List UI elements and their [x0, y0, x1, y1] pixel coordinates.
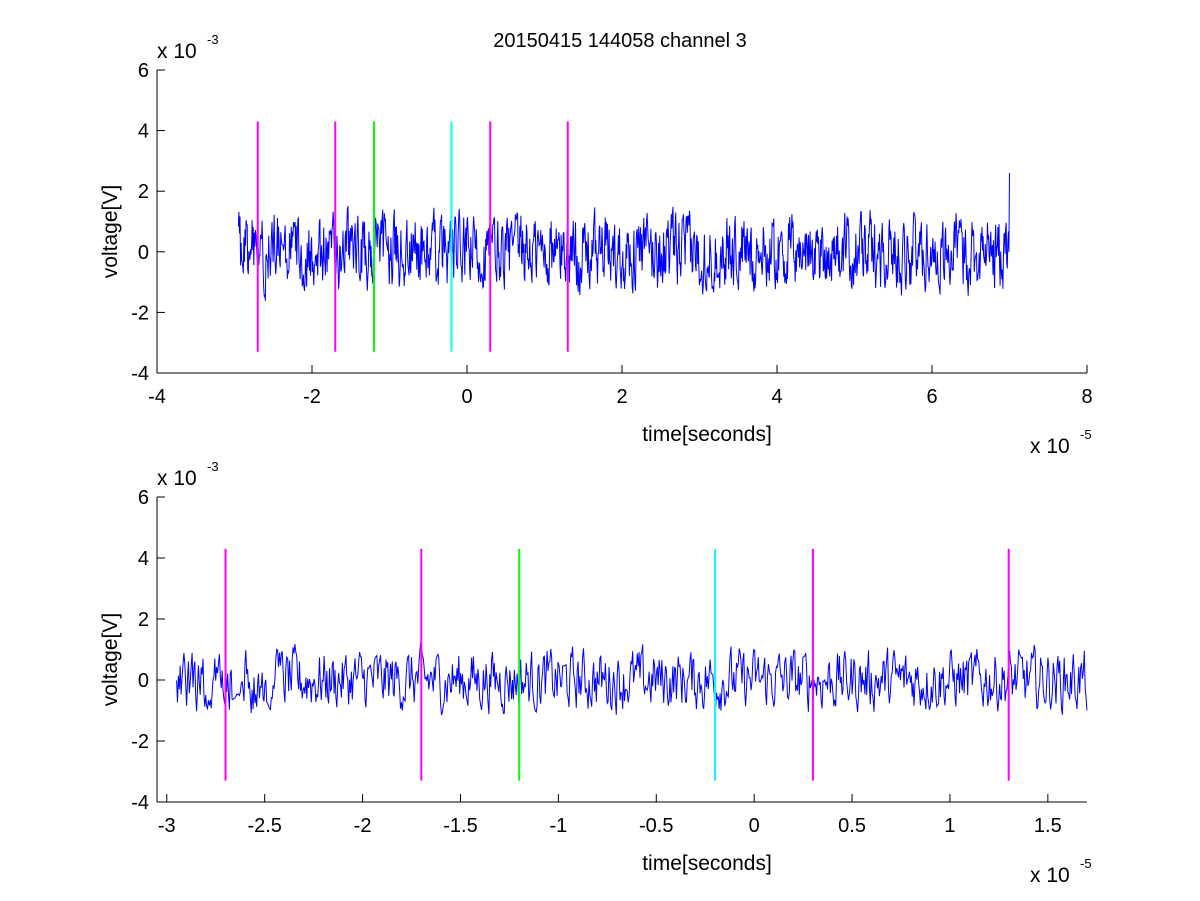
figure-title: 20150415 144058 channel 3: [493, 30, 747, 52]
x-tick-label: -2: [303, 386, 321, 408]
x-exponent-label: x 10: [1030, 435, 1070, 458]
voltage-trace: [237, 172, 1010, 301]
y-tick-label: -2: [131, 302, 149, 324]
x-exponent-power: -5: [1080, 427, 1092, 442]
x-tick-label: 0.5: [838, 815, 866, 837]
y-exponent-label: x 10: [157, 467, 197, 490]
y-tick-label: 4: [138, 548, 149, 570]
y-exponent-power: -3: [207, 32, 219, 47]
y-tick-label: 4: [138, 121, 149, 143]
x-tick-label: 8: [1081, 386, 1092, 408]
y-tick-label: -2: [131, 731, 149, 753]
y-tick-label: -4: [131, 792, 149, 814]
x-tick-label: -2: [354, 815, 372, 837]
y-tick-label: 2: [138, 609, 149, 631]
x-tick-label: -0.5: [639, 815, 673, 837]
x-tick-label: -2.5: [247, 815, 281, 837]
x-tick-label: -1.5: [443, 815, 477, 837]
top-plot: -4 -2 0 2 4 6 8 -4 -2 0 2 4 6 time[seconds] voltage[V]…: [99, 32, 1093, 458]
x-tick-label: -1: [549, 815, 567, 837]
bottom-plot: -3 -2.5 -2 -1.5 -1 -0.5 0 0.5 1 1.5 -4 -2 0 2 4 6 time[s…: [99, 459, 1092, 887]
y-tick-label: 0: [138, 242, 149, 264]
y-axis-label: voltage[V]: [99, 613, 122, 706]
x-tick-label: 4: [771, 386, 782, 408]
y-tick-label: 2: [138, 181, 149, 203]
x-tick-label: 0: [461, 386, 472, 408]
x-exponent-power: -5: [1080, 856, 1092, 871]
y-axis-label: voltage[V]: [99, 185, 122, 278]
y-tick-label: 0: [138, 670, 149, 692]
x-axis-label: time[seconds]: [642, 852, 772, 875]
y-exponent-power: -3: [207, 459, 219, 474]
x-tick-label: 1.5: [1034, 815, 1062, 837]
x-tick-label: -3: [158, 815, 176, 837]
x-tick-label: 0: [749, 815, 760, 837]
y-tick-label: -4: [131, 363, 149, 385]
x-exponent-label: x 10: [1030, 864, 1070, 887]
x-tick-label: 6: [926, 386, 937, 408]
x-tick-label: -4: [148, 386, 166, 408]
y-tick-label: 6: [138, 487, 149, 509]
x-tick-label: 1: [944, 815, 955, 837]
x-axis-label: time[seconds]: [642, 423, 772, 446]
y-exponent-label: x 10: [157, 40, 197, 63]
voltage-trace: [176, 642, 1088, 716]
x-tick-label: 2: [616, 386, 627, 408]
y-tick-label: 6: [138, 60, 149, 82]
